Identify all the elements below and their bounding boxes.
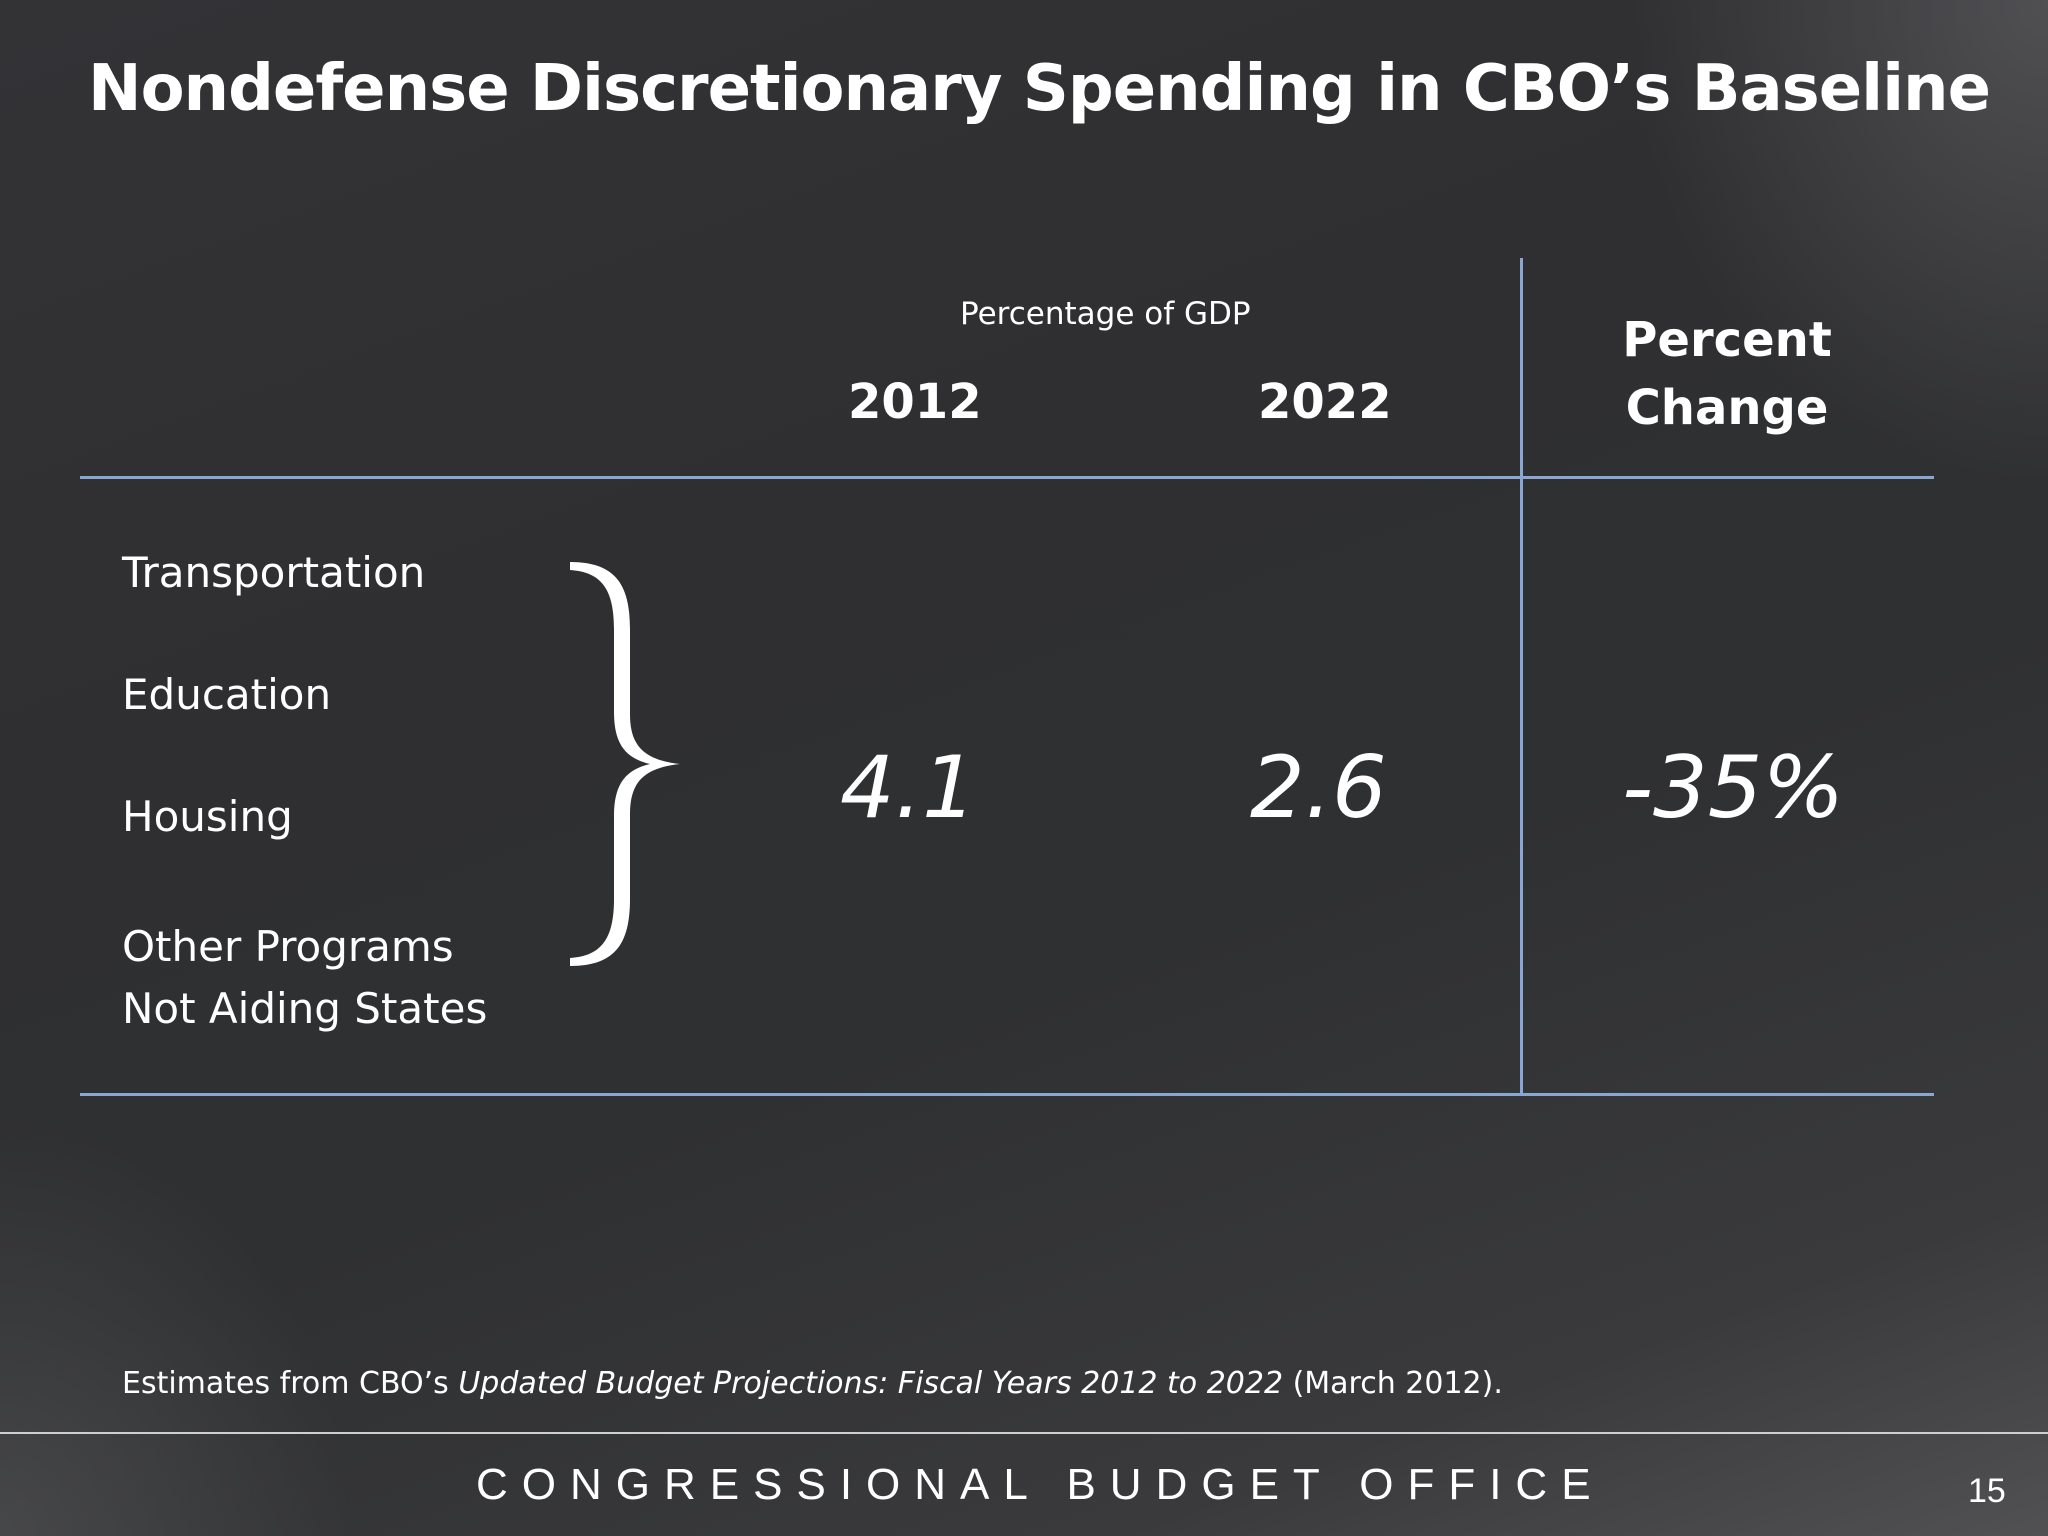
column-header-2022: 2022 — [1258, 374, 1392, 430]
table-bottom-rule — [80, 1093, 1934, 1096]
source-note: Estimates from CBO’s Updated Budget Proj… — [122, 1366, 1503, 1401]
source-title: Updated Budget Projections: Fiscal Years… — [458, 1366, 1284, 1401]
source-prefix: Estimates from CBO’s — [122, 1366, 459, 1401]
source-suffix: (March 2012). — [1283, 1366, 1503, 1401]
right-curly-brace-icon — [570, 562, 680, 966]
value-2012: 4.1 — [840, 738, 977, 838]
column-header-2012: 2012 — [848, 374, 982, 430]
agency-name: CONGRESSIONAL BUDGET OFFICE — [476, 1460, 1605, 1509]
category-other-programs-line1: Other Programs — [122, 922, 454, 971]
percent-change-header: Percent Change — [1560, 306, 1894, 442]
category-education: Education — [122, 670, 332, 719]
percent-change-header-line2: Change — [1625, 380, 1829, 436]
table-header-rule — [80, 476, 1934, 479]
percent-change-header-line1: Percent — [1622, 312, 1832, 368]
page-number: 15 — [1968, 1472, 2006, 1510]
table-column-divider — [1520, 258, 1523, 1096]
slide-title: Nondefense Discretionary Spending in CBO… — [88, 52, 1991, 126]
category-housing: Housing — [122, 792, 293, 841]
value-percent-change: -35% — [1622, 738, 1845, 838]
category-other-programs: Other Programs Not Aiding States — [122, 916, 487, 1040]
gdp-group-header: Percentage of GDP — [960, 296, 1251, 332]
category-other-programs-line2: Not Aiding States — [122, 984, 488, 1033]
category-transportation: Transportation — [122, 548, 426, 597]
footer-rule — [0, 1432, 2048, 1434]
value-2022: 2.6 — [1250, 738, 1387, 838]
